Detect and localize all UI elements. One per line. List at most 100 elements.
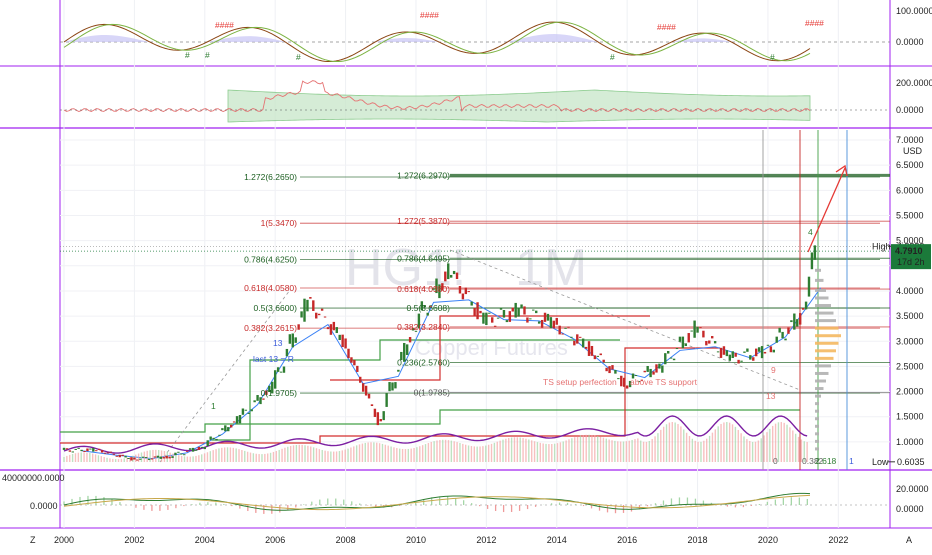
price-axis[interactable]: 7.00006.50006.00005.50005.00004.50004.00… — [2, 6, 932, 514]
volume-profile-bar — [815, 278, 824, 282]
fib-label-left: 0.5(3.6600) — [254, 303, 298, 313]
fib-label-right: 1.272(6.2970) — [397, 170, 450, 180]
candle-body — [793, 313, 796, 330]
candle-body — [414, 330, 418, 332]
candle-body — [162, 457, 165, 459]
annotation-count4: 4 — [808, 227, 813, 237]
candle-body — [702, 330, 705, 338]
candle-body — [247, 412, 250, 414]
last-price-value: 4.7910 — [895, 246, 923, 256]
candle-body — [139, 458, 142, 460]
candle-body — [180, 453, 183, 455]
candle-body — [476, 302, 479, 320]
candle-body — [620, 375, 623, 387]
candle-body — [749, 355, 752, 360]
momentum-pane[interactable] — [60, 80, 890, 123]
candle-body — [608, 366, 611, 374]
projection-arrow — [807, 167, 846, 253]
candle-body — [561, 333, 564, 335]
candle-body — [268, 385, 271, 393]
candle-body — [690, 330, 693, 332]
candle-body — [394, 382, 397, 389]
candle-body — [499, 307, 503, 310]
time-tick-label: 2010 — [406, 535, 426, 545]
fib-labels: 1.272(6.2650) 1(5.3470) 0.786(4.6250) 0.618… — [244, 170, 450, 398]
high-label: High — [872, 241, 891, 251]
candle-body — [130, 457, 133, 461]
main-drawings — [60, 130, 890, 470]
candle-body — [306, 299, 309, 312]
candle-body — [426, 312, 429, 316]
candle-body — [540, 319, 544, 328]
candle-body — [97, 448, 101, 450]
candle-body — [467, 291, 470, 293]
bottom-pane-tick: 0.0000 — [896, 504, 924, 514]
candle-body — [238, 415, 242, 424]
candle-body — [461, 293, 465, 300]
price-tick-label: 2.0000 — [896, 387, 924, 397]
volume-profile-bar — [815, 439, 819, 443]
momentum-line — [63, 80, 811, 113]
candle-body — [168, 456, 171, 459]
candle-body — [719, 347, 723, 358]
candle-body — [564, 327, 567, 329]
candle-body — [716, 351, 720, 353]
bottom-left-tick: 40000000.0000 — [2, 473, 65, 483]
candle-body — [760, 346, 764, 359]
candle-body — [303, 298, 306, 322]
candle-body — [65, 448, 69, 450]
volume-profile-bar — [815, 371, 829, 375]
candle-body — [100, 450, 104, 453]
candle-body — [206, 440, 209, 447]
volume-profile-bar — [815, 409, 819, 413]
candle-body — [740, 360, 743, 362]
oscillator-pane[interactable]: ############ ##### # # # # — [60, 10, 890, 63]
candle-body — [309, 297, 312, 299]
candle-body — [420, 301, 424, 311]
candle-body — [584, 346, 588, 349]
last-price-badge[interactable] — [891, 244, 931, 270]
candle-body — [341, 334, 344, 348]
candle-body — [86, 448, 89, 452]
candle-body — [400, 351, 403, 361]
volume-oscillator-pane[interactable] — [60, 492, 890, 514]
price-candles[interactable] — [62, 0, 817, 461]
candle-body — [391, 382, 394, 391]
candle-body — [218, 434, 221, 436]
candle-body — [109, 451, 113, 453]
annotation-count9: 9 — [771, 365, 776, 375]
candle-body — [174, 452, 177, 456]
candle-body — [329, 324, 333, 335]
candle-body — [320, 308, 324, 311]
candle-body — [517, 307, 520, 317]
candle-body — [171, 456, 174, 458]
time-tick-label: 2022 — [828, 535, 848, 545]
candle-body — [194, 449, 198, 451]
candle-body — [491, 317, 494, 323]
time-axis[interactable]: 2000 2002 2004 2006 2008 2010 2012 2014 2016 2018… — [54, 535, 848, 545]
candle-body — [458, 286, 462, 294]
mid-pane-tick: 0.0000 — [896, 105, 924, 115]
candle-body — [464, 287, 468, 295]
candle-body — [150, 458, 154, 460]
candle-body — [705, 340, 708, 346]
candle-body — [323, 316, 327, 318]
candle-body — [570, 336, 573, 338]
annotation-count1: 1 — [211, 401, 216, 411]
candle-body — [153, 456, 157, 458]
candle-body — [200, 446, 204, 448]
candle-body — [435, 278, 438, 294]
candle-body — [185, 450, 189, 452]
candle-body — [203, 446, 206, 450]
candle-body — [235, 416, 239, 424]
candle-body — [224, 425, 227, 432]
candle-body — [628, 380, 632, 388]
candle-body — [127, 457, 130, 459]
candle-body — [271, 381, 274, 394]
candle-body — [725, 350, 729, 357]
candle-body — [552, 320, 556, 329]
time-tick-label: 2008 — [336, 535, 356, 545]
low-value: 0.6035 — [897, 457, 925, 467]
